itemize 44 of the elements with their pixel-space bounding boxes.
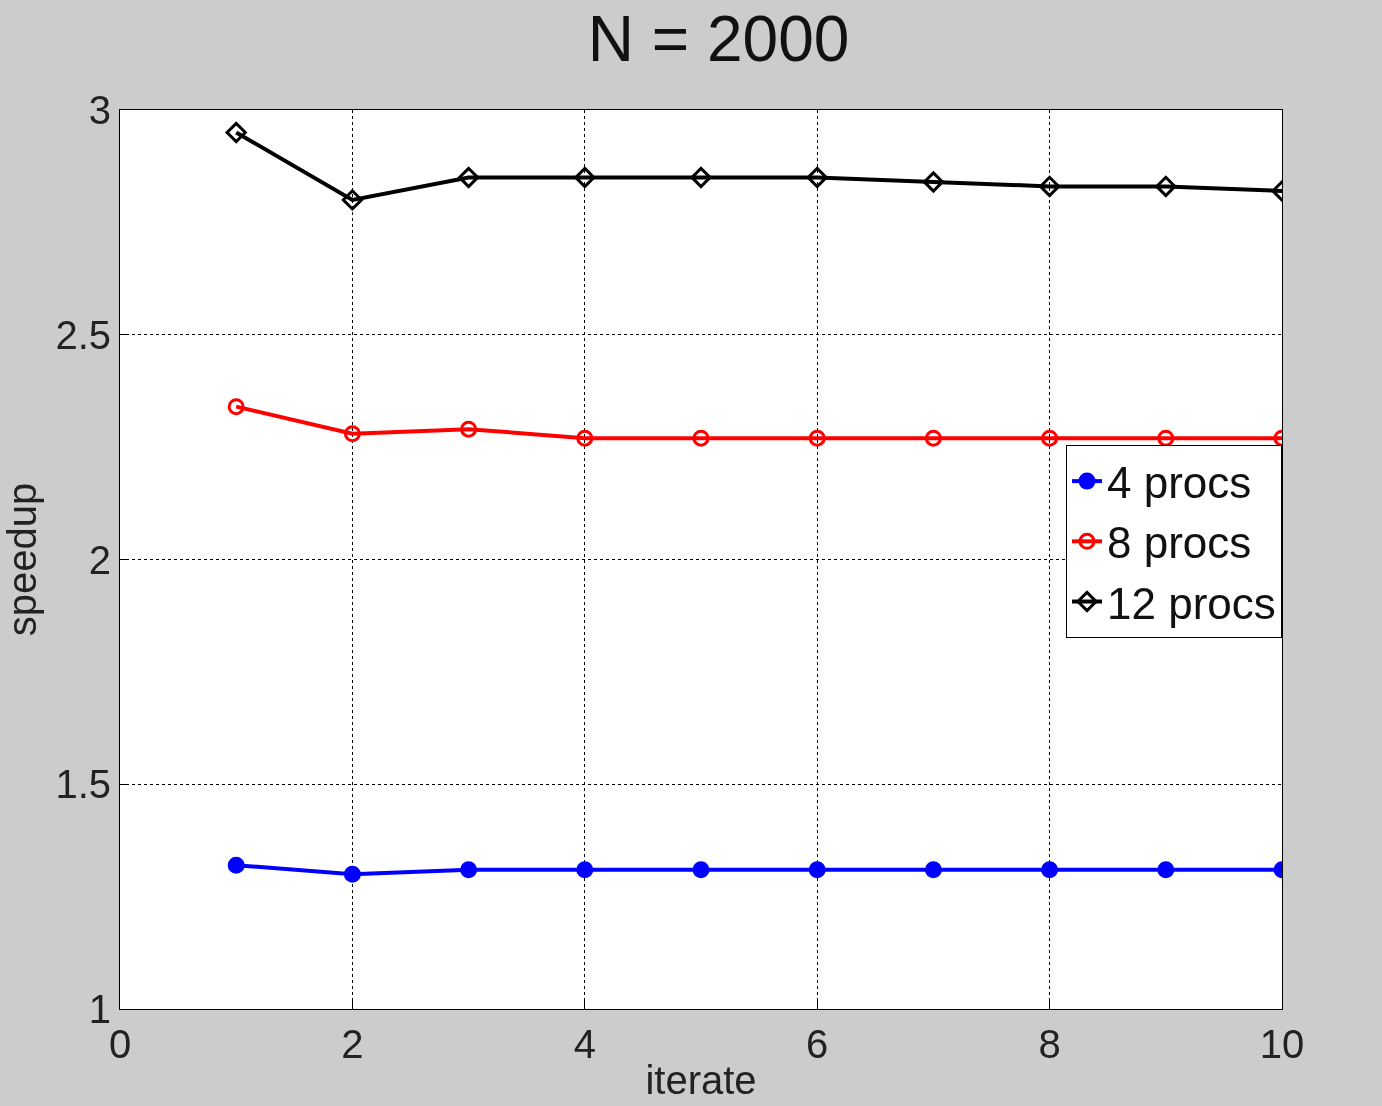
- y-tick-label: 1.5: [55, 762, 111, 807]
- point: [808, 429, 826, 447]
- point: [692, 861, 710, 879]
- point: [924, 861, 942, 879]
- point: [576, 861, 594, 879]
- point: [1041, 861, 1059, 879]
- y-tick-label: 2.5: [55, 312, 111, 357]
- point: [1039, 175, 1061, 198]
- y-axis-title: speedup: [0, 482, 44, 637]
- y-tick-label: 3: [88, 88, 111, 132]
- legend-label: 4 procs: [1107, 458, 1252, 508]
- x-tick-label: 10: [1259, 1022, 1305, 1066]
- point: [806, 166, 828, 189]
- point: [1041, 429, 1059, 447]
- x-tick-label: 8: [1038, 1022, 1061, 1066]
- point: [1157, 429, 1175, 447]
- x-tick-label: 4: [573, 1022, 596, 1066]
- y-tick-label: 1: [88, 987, 111, 1031]
- point: [227, 398, 245, 416]
- point: [343, 865, 361, 883]
- x-tick-label: 2: [341, 1022, 364, 1066]
- legend-label: 12 procs: [1107, 578, 1276, 628]
- point: [458, 166, 480, 189]
- point: [576, 429, 594, 447]
- legend-label: 8 procs: [1107, 518, 1252, 568]
- x-tick-label: 6: [806, 1022, 829, 1066]
- point: [690, 166, 712, 189]
- chart-title: N = 2000: [587, 3, 850, 76]
- point: [922, 171, 944, 193]
- point: [343, 425, 361, 443]
- point: [460, 861, 478, 879]
- y-tick-label: 2: [88, 537, 111, 582]
- x-tick-label: 0: [108, 1022, 132, 1066]
- x-axis-title: iterate: [645, 1057, 757, 1102]
- point: [574, 166, 596, 189]
- point: [227, 856, 245, 874]
- point: [341, 189, 363, 211]
- point: [225, 121, 247, 144]
- point: [924, 429, 942, 447]
- point: [460, 420, 478, 438]
- point: [1157, 861, 1175, 879]
- point: [692, 429, 710, 447]
- point: [1155, 175, 1177, 198]
- point: [808, 861, 826, 879]
